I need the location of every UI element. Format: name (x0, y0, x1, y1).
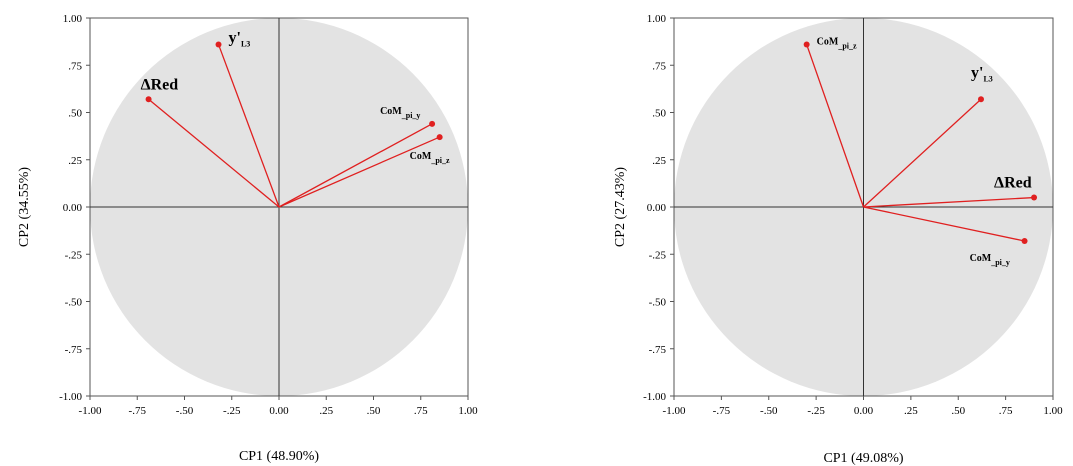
x-tick-label: -.50 (176, 405, 194, 417)
x-tick-label: 1.00 (1043, 405, 1063, 417)
loading-plot-right: -1.00 -.75 -.50 -.25 0.00 .25 .50 .75 1.00 1.00 .7… (613, 13, 1063, 466)
x-tick-label: -.25 (807, 405, 825, 417)
loading-point (436, 134, 443, 141)
loading-label: y'L3 (971, 64, 993, 83)
loading-label: CoM_pi_z (410, 151, 450, 165)
loading-point (1021, 238, 1028, 245)
x-tick-label: .25 (904, 405, 918, 417)
y-tick-label: -.25 (65, 249, 83, 261)
y-tick-label: 1.00 (647, 13, 667, 25)
loading-point (429, 120, 436, 127)
loading-label: ΔRed (141, 76, 179, 93)
loading-point (977, 96, 984, 103)
loading-label: CoM_pi_z (817, 36, 857, 50)
x-tick-label: -1.00 (79, 405, 102, 417)
loading-point (803, 41, 810, 48)
y-tick-label: -1.00 (643, 391, 666, 403)
loading-vector (863, 98, 982, 208)
y-axis-label: CP2 (27.43%) (613, 167, 628, 247)
x-axis-label: CP1 (49.08%) (823, 451, 903, 466)
x-tick-label: 1.00 (458, 405, 478, 417)
y-tick-label: .25 (652, 155, 666, 167)
x-tick-label: -.25 (223, 405, 241, 417)
y-tick-label: 0.00 (647, 202, 667, 214)
loading-label: y'L3 (229, 29, 251, 48)
y-tick-label: -.25 (649, 249, 667, 261)
loading-label: CoM_pi_y (380, 106, 420, 120)
loading-vector (278, 136, 440, 208)
x-tick-label: -.75 (129, 405, 147, 417)
loading-label: ΔRed (994, 175, 1032, 192)
y-tick-label: 1.00 (63, 13, 83, 25)
y-tick-label: .50 (68, 108, 82, 120)
y-tick-label: .50 (652, 108, 666, 120)
y-tick-label: .25 (68, 155, 82, 167)
y-tick-label: .75 (68, 60, 82, 72)
loading-vector (863, 196, 1035, 208)
y-tick-label: -.50 (649, 297, 667, 309)
loading-label: CoM_pi_y (970, 253, 1010, 267)
y-tick-label: 0.00 (63, 202, 83, 214)
loading-vector (217, 44, 280, 208)
x-tick-label: .75 (999, 405, 1013, 417)
loading-plot-left: -1.00 -.75 -.50 -.25 0.00 .25 .50 .75 1.00 1.00 .7… (17, 13, 478, 464)
x-tick-label: .25 (319, 405, 333, 417)
y-tick-label: -.75 (649, 344, 667, 356)
x-tick-label: 0.00 (269, 405, 289, 417)
x-tick-label: 0.00 (854, 405, 874, 417)
y-axis-label: CP2 (34.55%) (17, 167, 32, 247)
x-tick-label: .50 (367, 405, 381, 417)
x-axis-label: CP1 (48.90%) (239, 449, 319, 464)
x-tick-label: -.50 (760, 405, 778, 417)
y-tick-label: -1.00 (59, 391, 82, 403)
loading-point (145, 96, 152, 103)
loading-vector (278, 123, 433, 208)
x-tick-label: -.75 (713, 405, 731, 417)
x-tick-label: .75 (414, 405, 428, 417)
loading-point (215, 41, 222, 48)
y-tick-label: .75 (652, 60, 666, 72)
y-tick-label: -.50 (65, 297, 83, 309)
x-tick-label: -1.00 (663, 405, 686, 417)
x-tick-label: .50 (951, 405, 965, 417)
loading-vector (863, 206, 1025, 242)
y-tick-label: -.75 (65, 344, 83, 356)
loading-vector (148, 98, 280, 208)
loading-point (1031, 194, 1038, 201)
loading-vector (806, 44, 865, 208)
